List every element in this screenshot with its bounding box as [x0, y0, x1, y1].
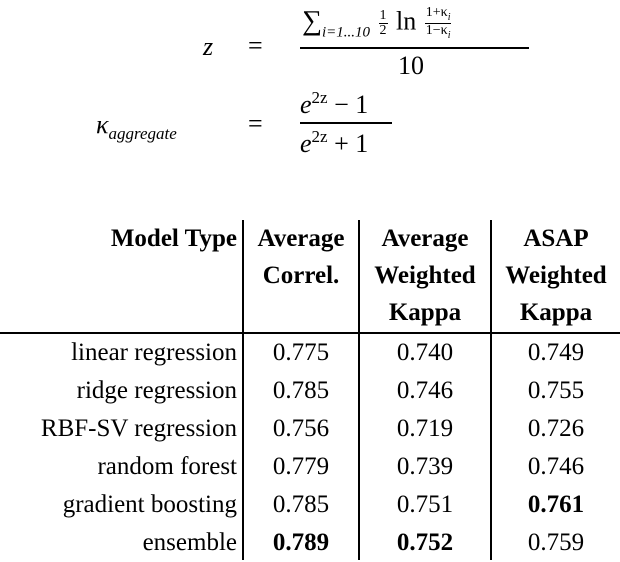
- avg-correl-value: 0.785: [272, 491, 330, 518]
- model-name: ensemble: [142, 529, 237, 556]
- kappa-subscript: aggregate: [108, 124, 177, 143]
- header-model-type: Model Type: [110, 225, 237, 252]
- asap-wkappa-value: 0.749: [527, 339, 585, 366]
- avg-wkappa-value: 0.746: [396, 377, 454, 404]
- eq1-lhs: z: [203, 32, 214, 61]
- eq2-lhs: κaggregate: [96, 110, 177, 143]
- eq2-numerator: e2z − 1: [300, 88, 369, 119]
- col-divider-2: [358, 220, 360, 560]
- col-divider-1: [242, 220, 244, 560]
- avg-correl-value: 0.756: [272, 415, 330, 442]
- asap-wkappa-value: 0.746: [527, 453, 585, 480]
- eq1-equals: =: [248, 31, 263, 60]
- kappa-fraction-top: 1+κi: [424, 5, 452, 24]
- eq2-fraction-bar: [300, 122, 392, 124]
- header-asap-wkappa: ASAP Weighted Kappa: [505, 225, 607, 326]
- results-table: Model Type Average Correl. Average Weigh…: [0, 220, 620, 562]
- half-bottom: 2: [379, 22, 387, 38]
- asap-wkappa-value: 0.755: [527, 377, 585, 404]
- header-avg-wkappa: Average Weighted Kappa: [374, 225, 476, 326]
- avg-correl-value: 0.789: [272, 529, 330, 556]
- avg-wkappa-value: 0.740: [396, 339, 454, 366]
- sum-symbol: ∑: [302, 5, 322, 37]
- avg-wkappa-value: 0.751: [396, 491, 454, 518]
- kappa-fraction-bottom: 1−κi: [425, 22, 451, 41]
- eq1-denominator: 10: [398, 51, 424, 80]
- model-name: linear regression: [71, 339, 237, 366]
- avg-correl-value: 0.785: [272, 377, 330, 404]
- asap-wkappa-value: 0.726: [527, 415, 585, 442]
- asap-wkappa-value: 0.759: [527, 529, 585, 556]
- header-rule: [0, 332, 620, 334]
- asap-wkappa-value: 0.761: [527, 491, 585, 518]
- avg-wkappa-value: 0.752: [396, 529, 454, 556]
- ln-operator: ln: [396, 6, 417, 36]
- sum-index: i=1...10: [321, 24, 371, 41]
- eq2-denominator: e2z + 1: [300, 127, 369, 158]
- model-name: gradient boosting: [62, 491, 237, 518]
- header-avg-correl: Average Correl.: [257, 225, 345, 289]
- kappa-fraction: 1+κi 1−κi: [424, 5, 452, 41]
- avg-correl-value: 0.775: [272, 339, 330, 366]
- model-name: random forest: [97, 453, 237, 480]
- half-top: 1: [378, 7, 388, 24]
- model-name: RBF-SV regression: [40, 415, 237, 442]
- model-name: ridge regression: [76, 377, 237, 404]
- avg-wkappa-value: 0.719: [396, 415, 454, 442]
- col-divider-3: [490, 220, 492, 560]
- eq2-equals: =: [248, 109, 263, 138]
- avg-correl-value: 0.779: [272, 453, 330, 480]
- eq1-fraction-bar: [300, 47, 529, 49]
- avg-wkappa-value: 0.739: [396, 453, 454, 480]
